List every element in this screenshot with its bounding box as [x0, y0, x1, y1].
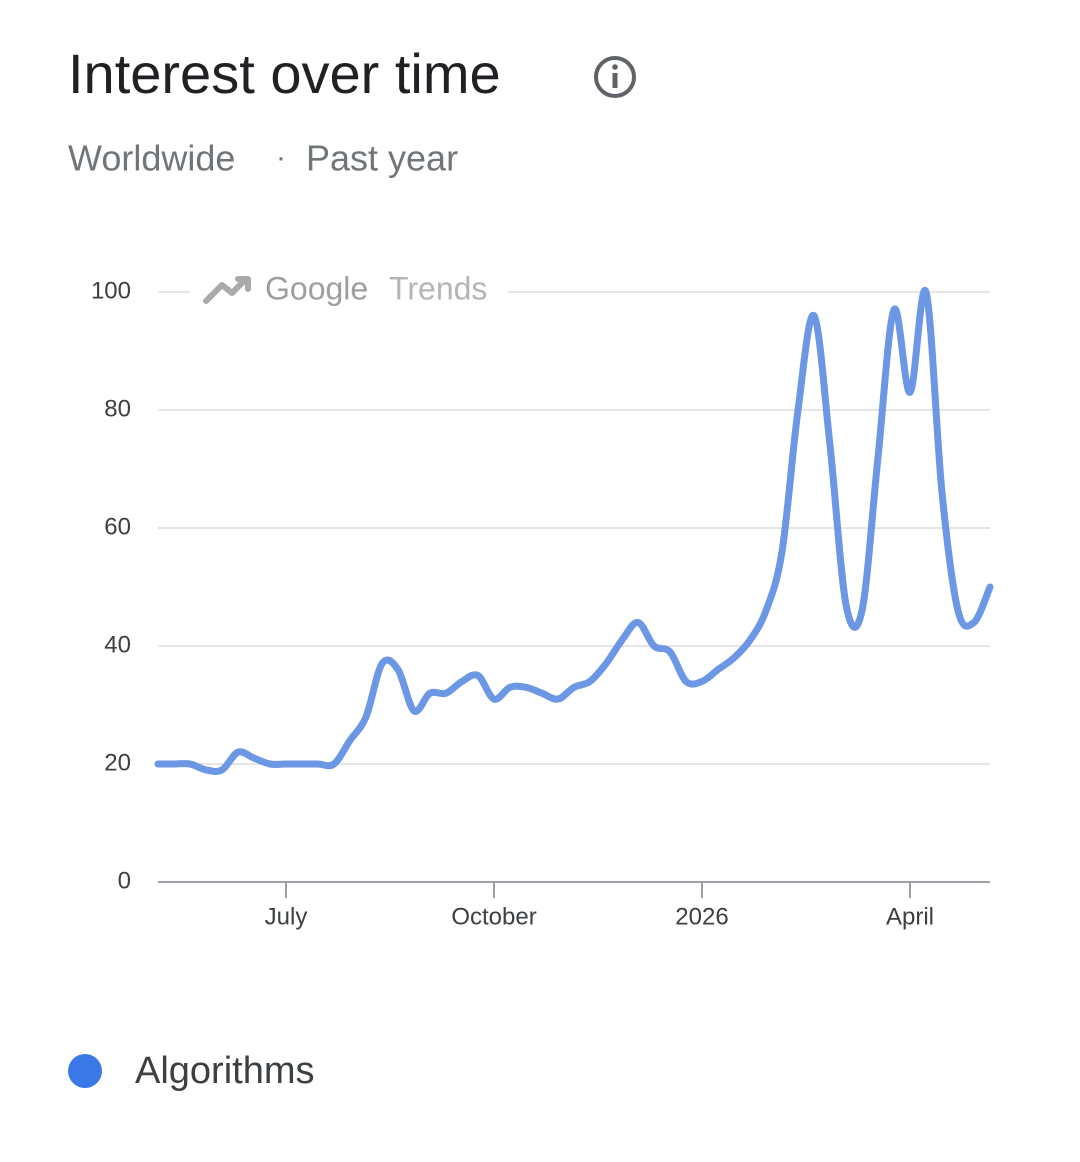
x-tick-label: April	[886, 903, 934, 930]
legend-marker	[68, 1054, 102, 1088]
info-icon[interactable]	[594, 56, 636, 98]
subtitle-region: Worldwide	[68, 138, 235, 179]
y-tick-label: 40	[104, 631, 131, 658]
subtitle-period: Past year	[306, 138, 458, 179]
legend-label: Algorithms	[135, 1050, 315, 1092]
watermark-product: Trends	[389, 270, 487, 306]
x-tick-label: 2026	[675, 903, 728, 930]
y-tick-label: 0	[118, 867, 131, 894]
x-tick-label: October	[451, 903, 536, 930]
series-line	[154, 286, 994, 775]
watermark-brand: Google	[265, 270, 368, 306]
watermark-icon	[203, 276, 251, 304]
y-tick-label: 80	[104, 395, 131, 422]
x-tick-label: July	[265, 903, 308, 930]
chart-title: Interest over time	[68, 42, 501, 105]
subtitle-separator: ·	[276, 141, 286, 174]
y-tick-label: 60	[104, 513, 131, 540]
y-tick-label: 100	[91, 277, 131, 304]
y-tick-label: 20	[104, 749, 131, 776]
